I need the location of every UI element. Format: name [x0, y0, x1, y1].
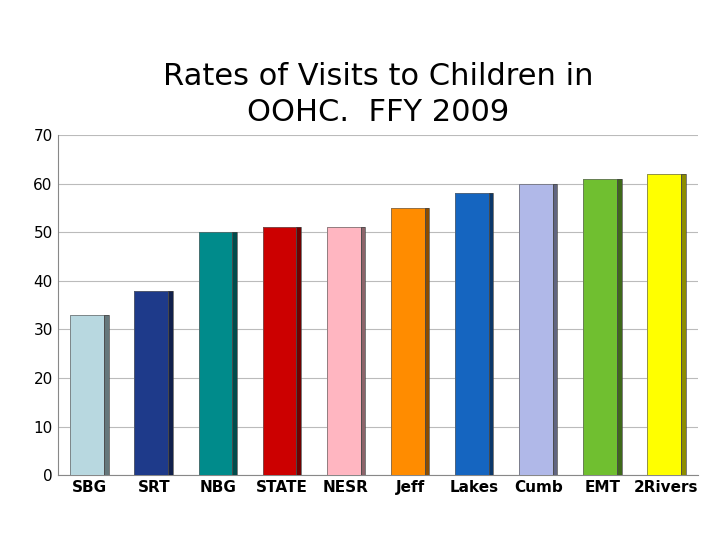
Polygon shape [455, 193, 489, 475]
Polygon shape [617, 179, 621, 475]
Polygon shape [647, 174, 681, 475]
Polygon shape [327, 227, 361, 475]
Polygon shape [233, 232, 237, 475]
Polygon shape [104, 315, 109, 475]
Polygon shape [71, 315, 104, 475]
Polygon shape [425, 208, 429, 475]
Polygon shape [168, 291, 173, 475]
Polygon shape [361, 227, 365, 475]
Polygon shape [553, 184, 557, 475]
Polygon shape [583, 179, 617, 475]
Polygon shape [519, 184, 553, 475]
Polygon shape [263, 227, 297, 475]
Polygon shape [681, 174, 685, 475]
Title: Rates of Visits to Children in
OOHC.  FFY 2009: Rates of Visits to Children in OOHC. FFY… [163, 62, 593, 127]
Polygon shape [391, 208, 425, 475]
Polygon shape [297, 227, 301, 475]
Polygon shape [135, 291, 168, 475]
Polygon shape [489, 193, 493, 475]
Polygon shape [199, 232, 233, 475]
